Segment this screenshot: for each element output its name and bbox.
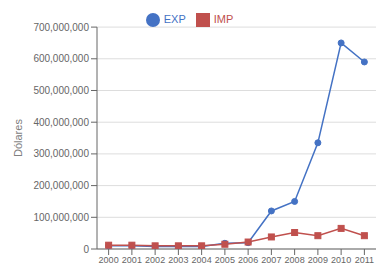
svg-text:2003: 2003	[168, 255, 188, 265]
svg-text:2008: 2008	[285, 255, 305, 265]
html-text:EXP: EXP	[163, 13, 186, 25]
svg-text:2011: 2011	[355, 255, 374, 265]
svg-text:2002: 2002	[145, 255, 165, 265]
html-text:IMP: IMP	[213, 13, 234, 25]
svg-text:2005: 2005	[215, 255, 235, 265]
svg-text:2004: 2004	[192, 255, 212, 265]
svg-text:600,000,000: 600,000,000	[33, 53, 89, 64]
svg-text:2001: 2001	[122, 255, 142, 265]
svg-text:Dólares: Dólares	[12, 119, 24, 157]
svg-text:700,000,000: 700,000,000	[33, 22, 89, 33]
svg-text:300,000,000: 300,000,000	[33, 148, 89, 159]
svg-text:0: 0	[83, 244, 89, 255]
svg-text:2006: 2006	[238, 255, 258, 265]
svg-text:100,000,000: 100,000,000	[33, 212, 89, 223]
svg-text:2010: 2010	[331, 255, 351, 265]
svg-text:400,000,000: 400,000,000	[33, 117, 89, 128]
svg-text:500,000,000: 500,000,000	[33, 85, 89, 96]
svg-text:2007: 2007	[261, 255, 281, 265]
svg-text:200,000,000: 200,000,000	[33, 180, 89, 191]
svg-text:2000: 2000	[99, 255, 119, 265]
svg-text:2009: 2009	[308, 255, 328, 265]
